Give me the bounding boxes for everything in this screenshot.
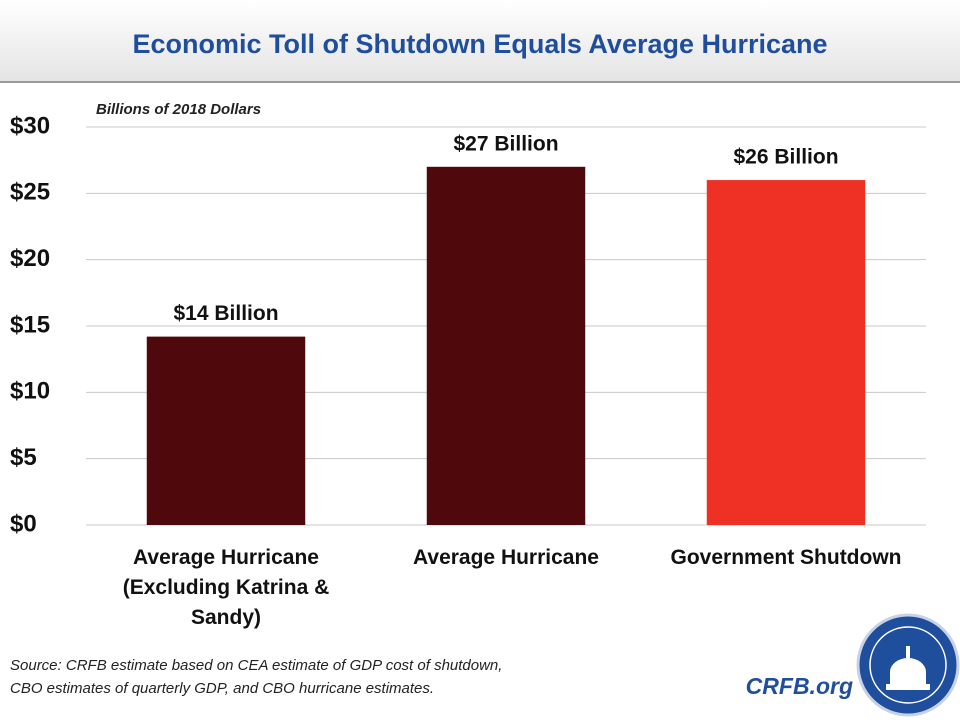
value-label: $14 Billion [173, 302, 278, 325]
chart-title: Economic Toll of Shutdown Equals Average… [132, 29, 827, 59]
source-line: CBO estimates of quarterly GDP, and CBO … [10, 680, 434, 697]
y-tick-label: $30 [10, 112, 50, 139]
y-axis-label: Billions of 2018 Dollars [96, 101, 261, 118]
y-tick-label: $15 [10, 311, 50, 338]
bar [706, 180, 866, 526]
value-label: $27 Billion [453, 132, 558, 155]
x-tick-label: Average Hurricane [413, 546, 599, 569]
bar [426, 166, 586, 526]
bar [146, 336, 306, 525]
y-tick-label: $0 [10, 510, 37, 537]
logo [856, 613, 960, 717]
y-tick-label: $10 [10, 378, 50, 405]
y-tick-label: $20 [10, 245, 50, 272]
footer-brand: CRFB.org [746, 673, 853, 699]
y-tick-label: $5 [10, 444, 37, 471]
source-line: Source: CRFB estimate based on CEA estim… [10, 657, 502, 674]
x-tick-label: Average Hurricane (Excluding Katrina & S… [122, 546, 330, 629]
header-band [0, 0, 960, 82]
y-tick-label: $25 [10, 179, 50, 206]
value-label: $26 Billion [733, 146, 838, 169]
x-tick-label: Government Shutdown [670, 546, 902, 569]
